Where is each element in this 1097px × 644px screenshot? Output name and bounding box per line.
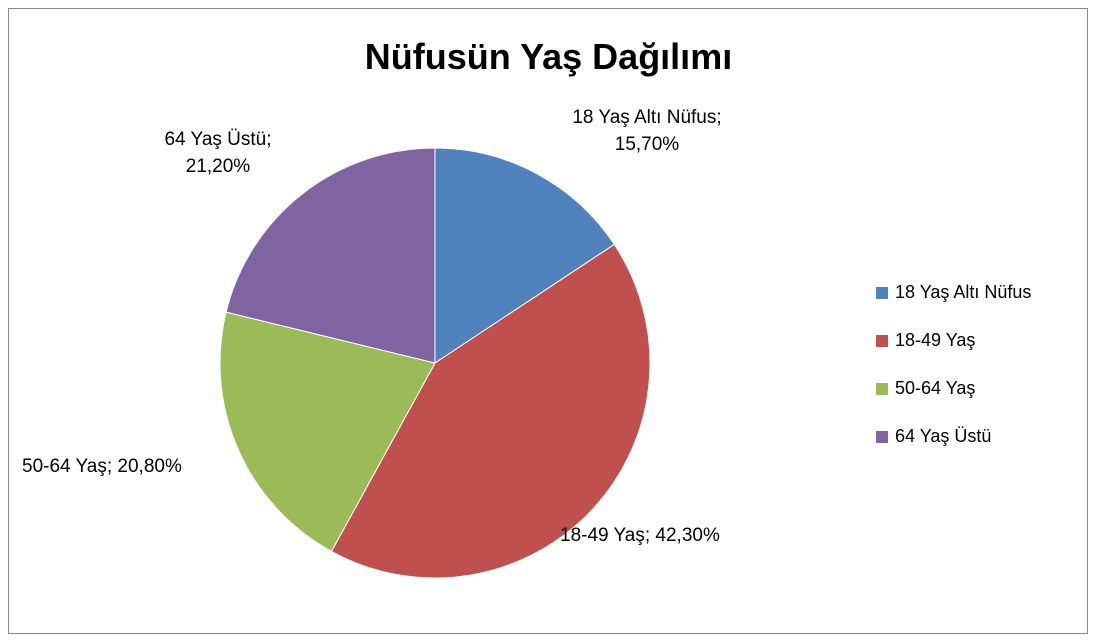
pie-slice: [219, 311, 436, 553]
pie-slice: [434, 147, 616, 364]
legend-label: 64 Yaş Üstü: [895, 426, 991, 446]
legend-swatch: [876, 383, 888, 395]
pie-slice: [330, 243, 651, 579]
legend-label: 18 Yaş Altı Nüfus: [895, 282, 1031, 302]
data-label: 64 Yaş Üstü; 21,20%: [164, 129, 272, 177]
legend-swatch: [876, 335, 888, 347]
data-label: 18 Yaş Altı Nüfus; 15,70%: [572, 107, 722, 155]
legend-swatch: [876, 431, 888, 443]
chart-border: [8, 8, 1088, 634]
chart-title: Nüfusün Yaş Dağılımı: [364, 36, 733, 77]
legend-label: 18-49 Yaş: [895, 330, 975, 350]
legend-label: 50-64 Yaş: [895, 378, 975, 398]
legend-swatch: [876, 287, 888, 299]
data-label: 50-64 Yaş; 20,80%: [22, 456, 182, 477]
data-label: 18-49 Yaş; 42,30%: [560, 525, 720, 546]
pie-slice: [225, 147, 436, 364]
